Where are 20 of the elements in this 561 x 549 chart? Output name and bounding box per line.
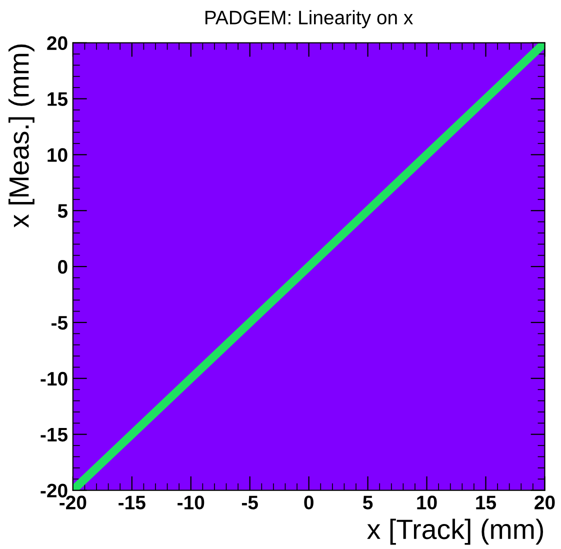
y-tick-label: -20 [40,484,68,498]
y-tick-label: 5 [58,204,68,218]
x-tick-label: 20 [534,496,555,510]
y-tick-label: -10 [40,372,68,386]
y-tick-label: -5 [52,316,68,330]
x-tick-label: -15 [118,496,146,510]
y-tick-label: -15 [40,428,68,442]
y-tick-label: 10 [48,148,68,162]
y-tick-label: 20 [47,36,68,50]
x-tick-label: 0 [304,496,314,510]
x-tick-label: 15 [476,496,496,510]
chart-title: PADGEM: Linearity on x [206,10,413,28]
y-tick-label: 15 [48,92,68,106]
x-axis-title: x [Track] (mm) [367,518,544,545]
x-tick-label: 10 [417,496,437,510]
x-tick-label: -10 [178,496,204,510]
y-tick-label: 0 [58,260,68,274]
y-axis-title: x [Meas.] (mm) [8,44,34,228]
x-tick-label: -5 [242,496,258,510]
x-tick-label: 5 [363,496,373,510]
